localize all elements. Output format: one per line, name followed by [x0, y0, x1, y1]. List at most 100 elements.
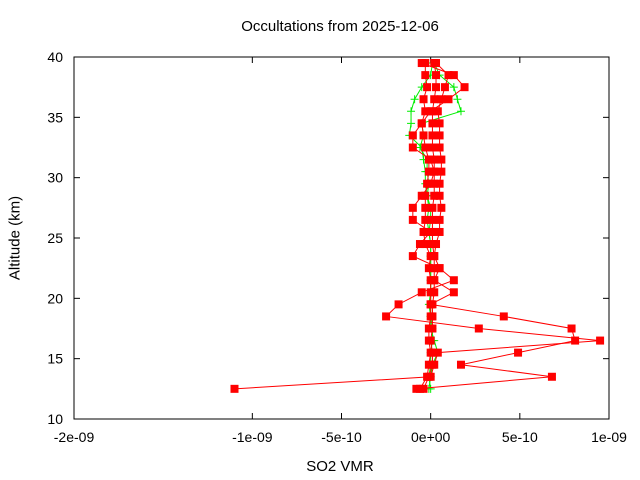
square-marker-icon [421, 215, 430, 224]
square-marker-icon [430, 59, 439, 68]
square-marker-icon [432, 71, 441, 80]
square-marker-icon [428, 119, 437, 128]
square-marker-icon [424, 167, 433, 176]
square-marker-icon [419, 227, 428, 236]
square-marker-icon [435, 264, 444, 273]
series-line [419, 62, 462, 389]
square-marker-icon [449, 276, 458, 285]
square-marker-icon [423, 179, 432, 188]
plus-marker-icon [456, 107, 465, 116]
y-tick-label: 25 [47, 230, 63, 246]
square-marker-icon [408, 203, 417, 212]
y-tick-label: 20 [47, 290, 63, 306]
y-tick-label: 40 [47, 49, 63, 65]
square-marker-icon [437, 95, 446, 104]
x-tick-label: 0e+00 [411, 429, 451, 445]
x-axis-label: SO2 VMR [306, 458, 374, 475]
square-marker-icon [433, 348, 442, 357]
square-marker-icon [449, 288, 458, 297]
square-marker-icon [423, 372, 432, 381]
square-marker-icon [432, 83, 441, 92]
y-tick-label: 30 [47, 170, 63, 186]
square-marker-icon [426, 348, 435, 357]
square-marker-icon [408, 143, 417, 152]
square-marker-icon [430, 179, 439, 188]
square-marker-icon [426, 312, 435, 321]
square-marker-icon [435, 143, 444, 152]
x-tick-label: 1e-09 [591, 429, 627, 445]
square-marker-icon [444, 95, 453, 104]
square-marker-icon [435, 227, 444, 236]
x-tick-label: -2e-09 [54, 429, 95, 445]
square-marker-icon [382, 312, 391, 321]
square-marker-icon [424, 155, 433, 164]
square-marker-icon [417, 119, 426, 128]
square-marker-icon [444, 71, 453, 80]
square-marker-icon [426, 300, 435, 309]
square-marker-icon [437, 203, 446, 212]
plus-marker-icon [410, 95, 419, 104]
square-marker-icon [428, 143, 437, 152]
square-marker-icon [428, 227, 437, 236]
square-marker-icon [415, 384, 424, 393]
square-marker-icon [474, 324, 483, 333]
square-marker-icon [230, 384, 239, 393]
square-marker-icon [440, 83, 449, 92]
square-marker-icon [435, 179, 444, 188]
x-tick-label: -5e-10 [321, 429, 362, 445]
square-marker-icon [408, 215, 417, 224]
plus-marker-icon [453, 95, 462, 104]
square-marker-icon [426, 288, 435, 297]
square-marker-icon [499, 312, 508, 321]
square-marker-icon [435, 131, 444, 140]
square-marker-icon [428, 240, 437, 249]
square-marker-icon [423, 83, 432, 92]
plus-marker-icon [449, 83, 458, 92]
series-line [416, 62, 576, 390]
square-marker-icon [430, 95, 439, 104]
square-marker-icon [421, 203, 430, 212]
square-marker-icon [419, 95, 428, 104]
square-marker-icon [408, 252, 417, 261]
square-marker-icon [421, 240, 430, 249]
square-marker-icon [419, 131, 428, 140]
square-marker-icon [428, 131, 437, 140]
square-marker-icon [449, 71, 458, 80]
plus-marker-icon [407, 119, 416, 128]
square-marker-icon [430, 191, 439, 200]
square-marker-icon [417, 288, 426, 297]
square-marker-icon [428, 107, 437, 116]
square-marker-icon [514, 348, 523, 357]
square-marker-icon [415, 240, 424, 249]
square-marker-icon [460, 83, 469, 92]
square-marker-icon [437, 155, 446, 164]
square-marker-icon [421, 59, 430, 68]
square-marker-icon [456, 360, 465, 369]
square-marker-icon [426, 252, 435, 261]
square-marker-icon [428, 215, 437, 224]
square-marker-icon [596, 336, 605, 345]
square-marker-icon [430, 264, 439, 273]
square-marker-icon [421, 71, 430, 80]
series-line [234, 62, 601, 390]
y-tick-label: 35 [47, 109, 63, 125]
square-marker-icon [421, 143, 430, 152]
square-marker-icon [437, 167, 446, 176]
plus-marker-icon [407, 107, 416, 116]
series-line [419, 63, 432, 390]
square-marker-icon [433, 107, 442, 116]
chart-title: Occultations from 2025-12-06 [241, 18, 439, 35]
series-line [423, 62, 437, 390]
square-marker-icon [428, 203, 437, 212]
square-marker-icon [435, 119, 444, 128]
square-marker-icon [426, 276, 435, 285]
square-marker-icon [567, 324, 576, 333]
square-marker-icon [424, 360, 433, 369]
square-marker-icon [424, 264, 433, 273]
square-marker-icon [421, 107, 430, 116]
square-marker-icon [424, 336, 433, 345]
square-marker-icon [421, 191, 430, 200]
square-marker-icon [435, 191, 444, 200]
plus-marker-icon [426, 384, 435, 393]
square-marker-icon [424, 324, 433, 333]
